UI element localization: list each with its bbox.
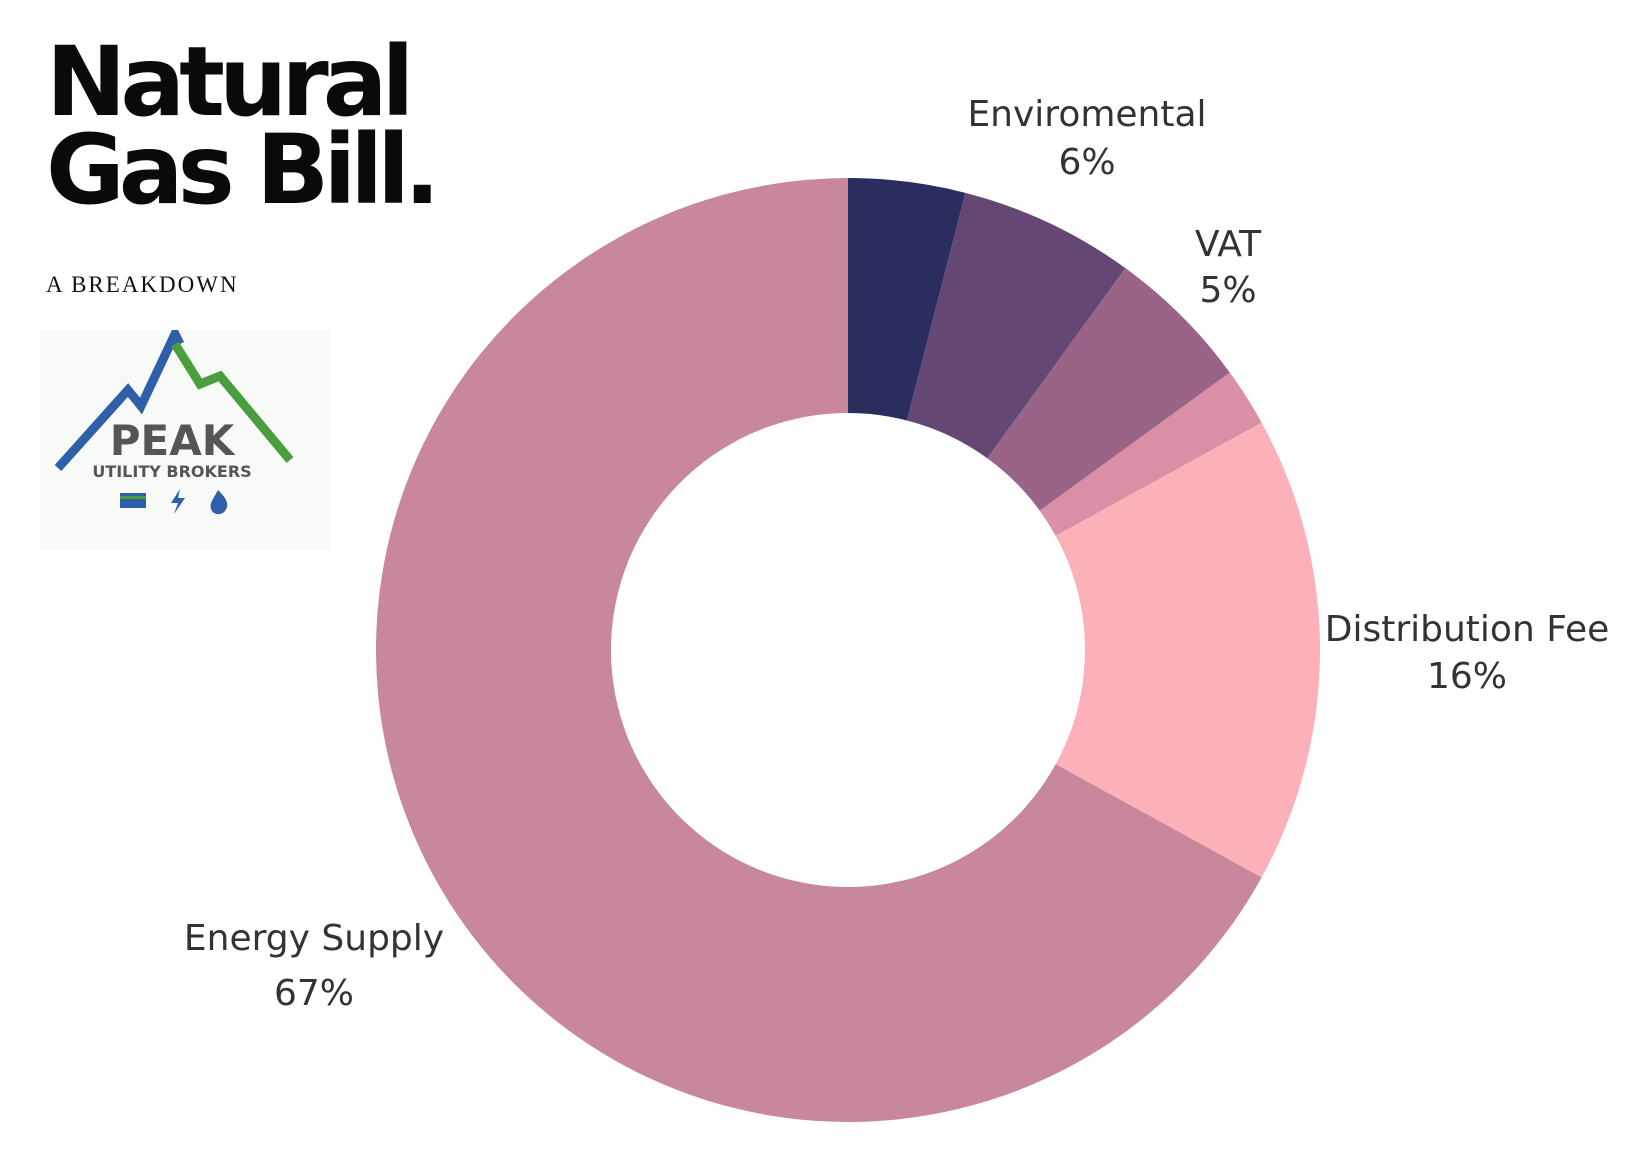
slice-percent-label: 67% xyxy=(274,973,354,1014)
slice-enviromental xyxy=(906,192,1126,459)
flame-icon xyxy=(210,490,228,515)
logo-name: PEAK xyxy=(110,416,236,465)
peak-logo-graphic: PEAK UTILITY BROKERS xyxy=(54,323,294,515)
slice-segment-0 xyxy=(848,178,966,421)
slice-label: Energy Supply xyxy=(184,918,444,959)
slice-segment-3 xyxy=(1039,372,1262,536)
slice-label: Distribution Fee xyxy=(1325,609,1610,650)
slice-distribution-fee xyxy=(1055,422,1320,878)
card-icon xyxy=(120,493,146,508)
page-title: Natural Gas Bill. xyxy=(46,26,440,226)
lightning-icon xyxy=(171,489,185,514)
mountain-blue-icon xyxy=(54,323,185,472)
slice-vat xyxy=(987,268,1230,511)
slice-percent-label: 5% xyxy=(1199,270,1256,311)
logo-tagline: UTILITY BROKERS xyxy=(92,462,251,481)
page-subtitle: A BREAKDOWN xyxy=(46,272,239,297)
slice-label: Enviromental xyxy=(967,94,1206,135)
slice-energy-supply xyxy=(375,178,1262,1122)
slice-percent-label: 6% xyxy=(1058,142,1115,183)
title-line-2: Gas Bill. xyxy=(46,114,440,226)
title-line-1: Natural xyxy=(46,26,414,138)
slice-percent-label: 16% xyxy=(1427,656,1507,697)
mountain-green-icon xyxy=(171,341,294,463)
peak-logo: PEAK UTILITY BROKERS xyxy=(40,323,330,550)
slice-label: VAT xyxy=(1195,224,1262,265)
